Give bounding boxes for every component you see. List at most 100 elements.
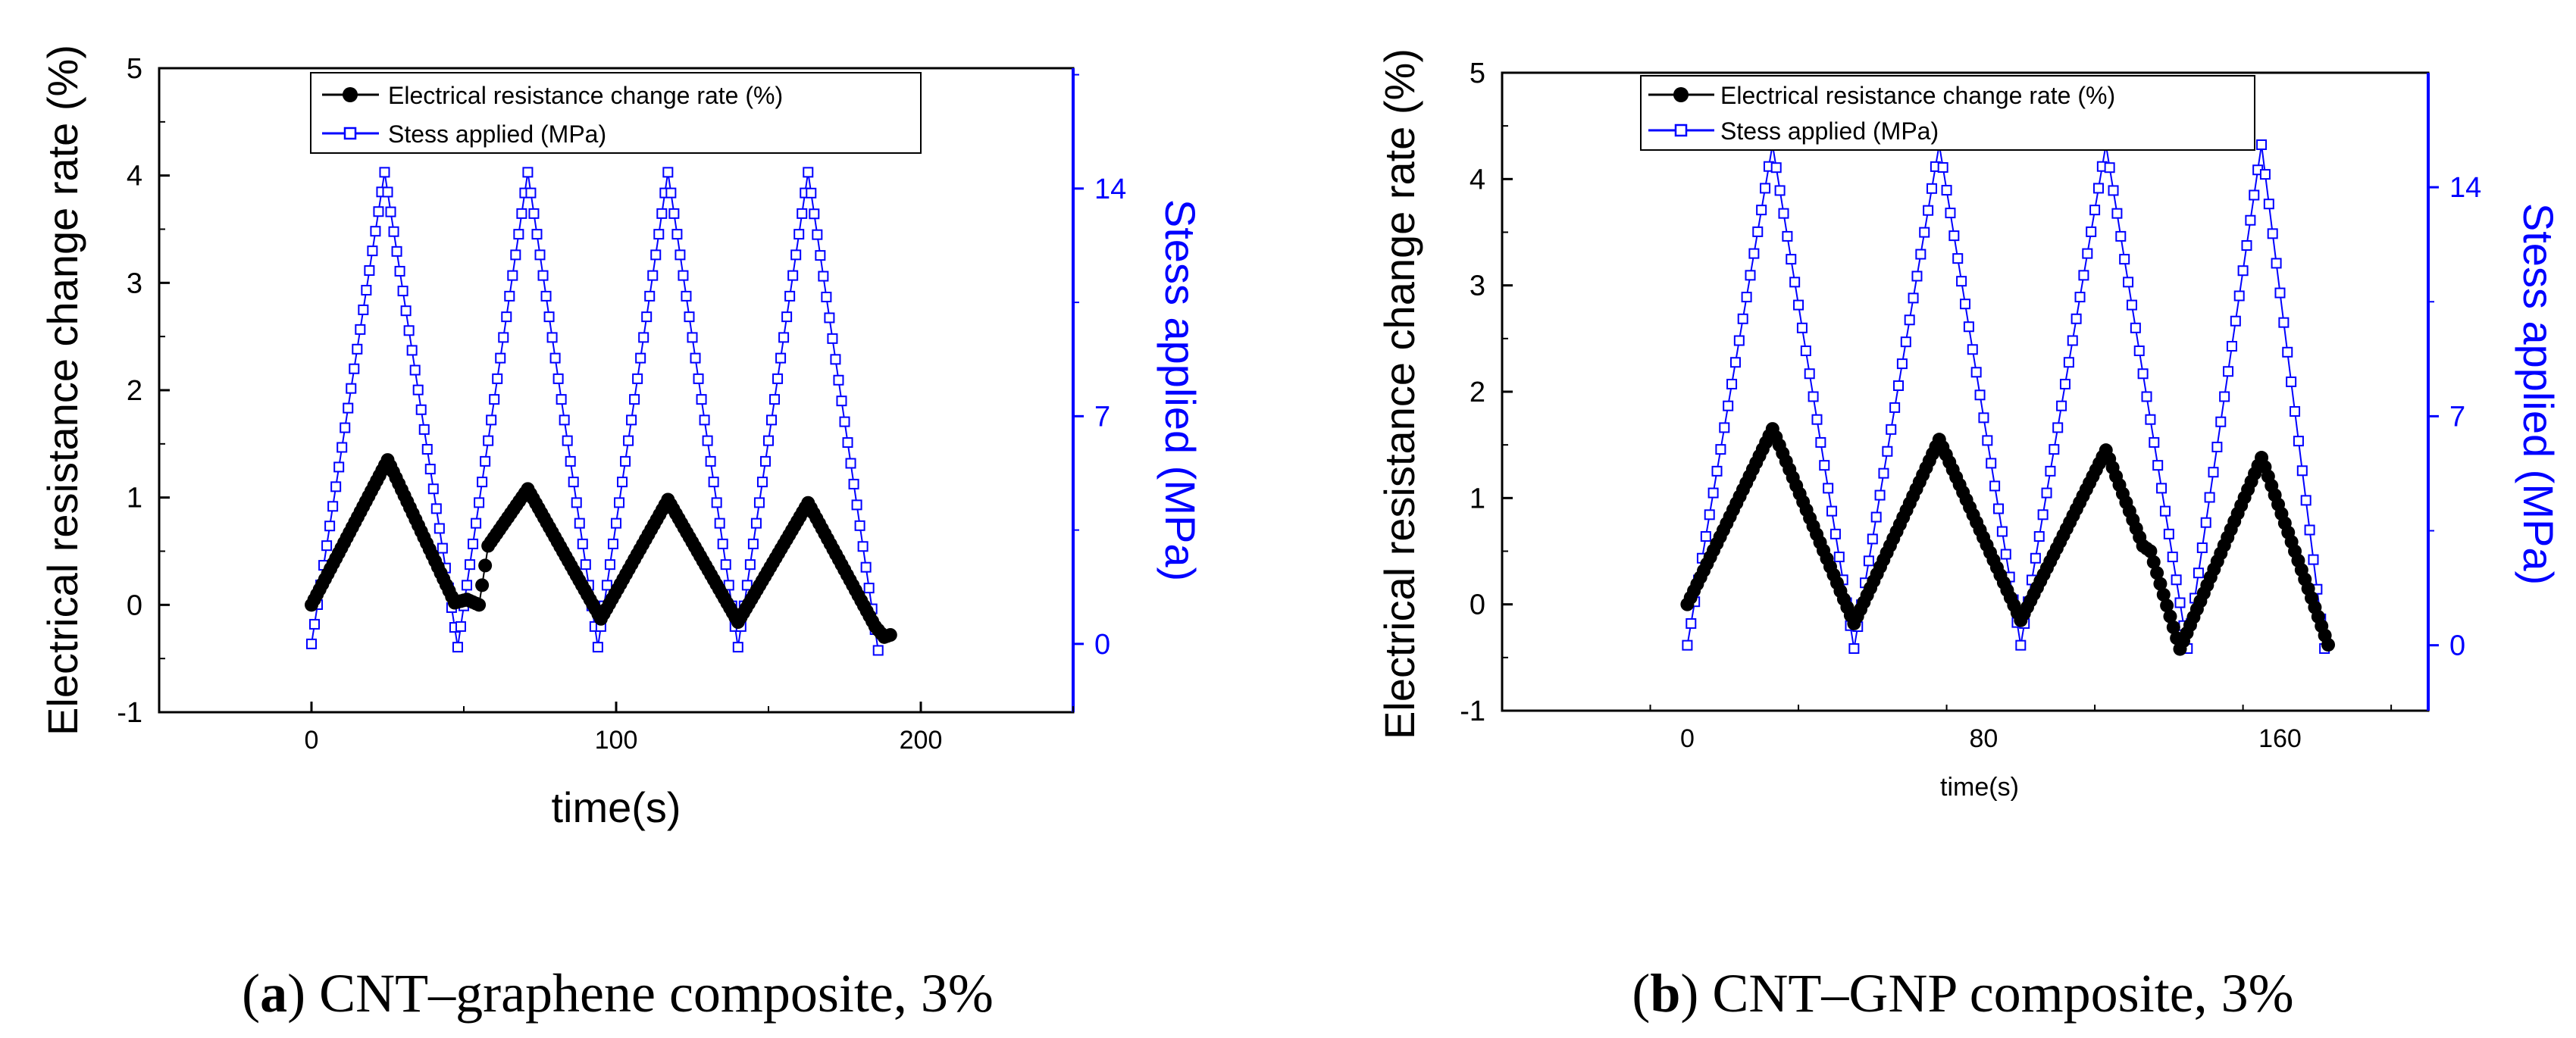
legend-label-resistance: Electrical resistance change rate (%): [388, 82, 783, 109]
stress-point: [468, 538, 479, 549]
stress-point: [747, 538, 759, 549]
stress-point: [1800, 345, 1811, 357]
stress-point: [653, 229, 665, 240]
stress-point: [349, 363, 360, 374]
legend-marker-stress: [343, 127, 357, 140]
stress-point: [2241, 239, 2252, 251]
stress-point: [1786, 254, 1797, 265]
stress-point: [2256, 139, 2268, 150]
stress-point: [370, 226, 381, 237]
stress-point: [1889, 402, 1901, 413]
axis-ticks-a: [158, 67, 1084, 714]
stress-point: [678, 270, 689, 281]
caption-text-a: CNT–graphene composite, 3%: [305, 963, 994, 1024]
stress-point: [632, 373, 643, 384]
stress-point: [2167, 552, 2178, 563]
stress-point: [1882, 446, 1893, 457]
stress-point: [373, 206, 384, 217]
stress-point: [668, 208, 680, 219]
resistance-point: [883, 628, 897, 642]
stress-point: [2200, 517, 2211, 528]
stress-point: [2123, 277, 2134, 288]
stress-point: [675, 249, 686, 261]
legend-label-stress: Stess applied (MPa): [1720, 117, 1939, 145]
stress-point: [1726, 378, 1738, 389]
stress-point: [2037, 509, 2049, 521]
stress-point: [781, 311, 793, 323]
x-tick-label: 100: [595, 726, 638, 755]
stress-point: [604, 559, 615, 571]
stress-point: [1723, 400, 1734, 411]
stress-point: [647, 270, 659, 281]
stress-point: [1829, 528, 1841, 539]
stress-point: [756, 477, 768, 488]
resistance-point: [2150, 566, 2164, 580]
stress-point: [418, 424, 430, 435]
stress-point: [778, 332, 790, 343]
stress-point: [1848, 642, 1860, 654]
stress-point: [2152, 460, 2164, 471]
stress-point: [854, 520, 865, 531]
y-tick-label: 1: [1470, 483, 1485, 514]
legend-label-stress: Stess applied (MPa): [388, 120, 606, 148]
stress-point: [2137, 368, 2149, 380]
stress-point: [534, 249, 546, 261]
y-tick-label: 5: [1470, 58, 1485, 89]
stress-point: [753, 497, 765, 508]
stress-point: [1833, 552, 1845, 563]
stress-point: [2156, 483, 2168, 494]
stress-point: [872, 645, 884, 656]
stress-point: [330, 481, 342, 492]
stress-point: [839, 416, 850, 427]
stress-point: [1808, 391, 1819, 402]
stress-point: [400, 305, 412, 317]
stress-point: [681, 290, 692, 302]
stress-point: [2174, 597, 2186, 608]
stress-point: [480, 455, 491, 467]
stress-point: [510, 249, 521, 261]
stress-point: [474, 497, 485, 508]
stress-point: [1886, 424, 1897, 435]
stress-point: [1737, 313, 1748, 324]
stress-point: [1704, 509, 1715, 521]
stress-point: [1741, 292, 1752, 303]
stress-point: [601, 580, 612, 591]
x-axis-label-b: time(s): [1940, 773, 2019, 802]
stress-point: [2000, 549, 2011, 560]
legend-marker-resistance: [343, 87, 358, 102]
stress-point: [1937, 162, 1948, 174]
stress-point: [693, 373, 704, 384]
stress-point: [1686, 617, 1697, 629]
y2-tick-labels-a: 0 7 14: [1094, 174, 1126, 661]
stress-point: [638, 332, 649, 343]
stress-point: [388, 226, 399, 237]
stress-point: [2111, 208, 2123, 219]
stress-point: [2296, 465, 2308, 477]
stress-point: [2226, 340, 2237, 352]
x-tick-label: 200: [900, 726, 943, 755]
stress-point: [2119, 254, 2130, 265]
stress-point: [507, 270, 518, 281]
stress-point: [620, 455, 631, 467]
stress-point: [2078, 270, 2089, 281]
stress-point: [1970, 367, 1982, 378]
stress-point: [568, 477, 579, 488]
resistance-point: [2321, 637, 2336, 652]
y-tick-label: 3: [1470, 270, 1485, 302]
stress-point: [766, 414, 778, 426]
stress-point: [833, 374, 844, 386]
y-axis-label-a: Electrical resistance change rate (%): [39, 45, 86, 736]
stress-point: [696, 394, 707, 405]
resistance-point: [472, 598, 487, 612]
stress-line: [311, 172, 879, 651]
stress-point: [580, 559, 591, 571]
stress-point: [2067, 335, 2078, 346]
stress-point: [1815, 436, 1826, 448]
stress-point: [452, 642, 463, 653]
stress-point: [665, 187, 677, 199]
stress-point: [306, 638, 317, 649]
stress-point: [358, 304, 369, 315]
stress-point: [492, 373, 503, 384]
resistance-point: [475, 578, 490, 592]
